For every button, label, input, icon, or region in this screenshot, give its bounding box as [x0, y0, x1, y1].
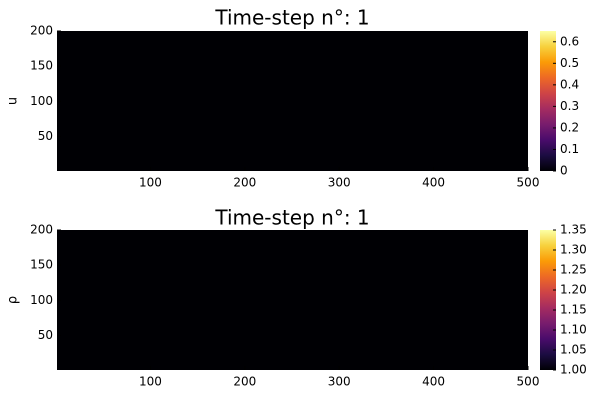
x-tick-label: 100: [139, 375, 162, 389]
chart-title: Time-step n°: 1: [214, 206, 369, 230]
colorbar-tick-label: 0.6: [560, 34, 579, 48]
colorbar-tick-label: 0.1: [560, 142, 579, 156]
x-tick-label: 500: [517, 375, 540, 389]
x-tick-label: 400: [422, 176, 445, 190]
y-tick-label: 150: [30, 59, 53, 73]
colorbar-tick-label: 0.5: [560, 56, 579, 70]
colorbar-tick-label: 1.15: [560, 303, 587, 317]
heatmap-field: [57, 230, 528, 370]
colorbar-tick-label: 1.10: [560, 323, 587, 337]
x-tick-label: 100: [139, 176, 162, 190]
colorbar: [540, 31, 556, 171]
colorbar-tick-label: 1.00: [560, 363, 587, 377]
colorbar-tick-label: 0: [560, 164, 568, 178]
y-tick-label: 100: [30, 293, 53, 307]
chart-title: Time-step n°: 1: [214, 6, 369, 30]
colorbar-tick-label: 1.05: [560, 343, 587, 357]
x-tick-label: 400: [422, 375, 445, 389]
y-tick-label: 200: [30, 24, 53, 38]
heatmap-panel-2: Time-step n°: 1 ρ 100 200 300 400 500 50 100 150 2…: [6, 206, 587, 389]
heatmap-field: [57, 31, 528, 171]
colorbar: [540, 230, 556, 370]
colorbar-tick-label: 1.35: [560, 223, 587, 237]
y-axis-label: u: [6, 97, 21, 105]
y-tick-label: 50: [38, 129, 53, 143]
x-tick-label: 500: [517, 176, 540, 190]
colorbar-tick-label: 1.30: [560, 243, 587, 257]
colorbar-tick-label: 0.2: [560, 120, 579, 134]
x-tick-label: 200: [233, 176, 256, 190]
x-tick-label: 300: [328, 375, 351, 389]
y-axis-label: ρ: [6, 296, 21, 304]
heatmap-panel-1: Time-step n°: 1 u 100 200 300 400 500 50 100 150 2…: [6, 6, 580, 190]
y-tick-label: 200: [30, 223, 53, 237]
x-tick-label: 200: [233, 375, 256, 389]
y-tick-label: 150: [30, 258, 53, 272]
colorbar-tick-label: 0.4: [560, 77, 579, 91]
x-tick-label: 300: [328, 176, 351, 190]
colorbar-tick-label: 1.20: [560, 283, 587, 297]
y-tick-label: 50: [38, 328, 53, 342]
colorbar-tick-label: 1.25: [560, 263, 587, 277]
y-tick-label: 100: [30, 94, 53, 108]
colorbar-tick-label: 0.3: [560, 99, 579, 113]
